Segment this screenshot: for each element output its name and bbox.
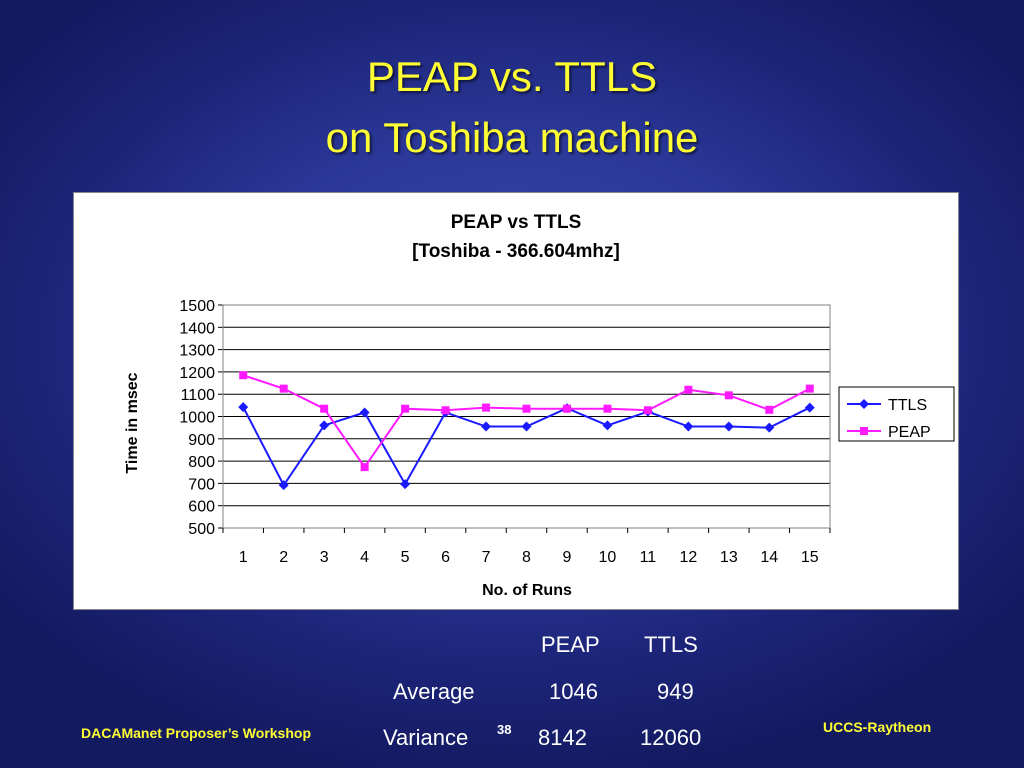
- data-point-ttls: [804, 402, 815, 413]
- data-point-peap: [522, 404, 531, 413]
- y-axis-label: Time in msec: [124, 372, 141, 473]
- x-tick-label: 14: [760, 549, 778, 566]
- y-tick-label: 1100: [181, 387, 216, 404]
- data-point-ttls: [319, 420, 330, 431]
- y-tick-label: 1400: [179, 320, 215, 337]
- data-point-peap: [603, 404, 612, 413]
- data-point-peap: [562, 404, 571, 413]
- line-chart: PEAP vs TTLS [Toshiba - 366.604mhz] No. …: [124, 212, 955, 599]
- chart-title: PEAP vs TTLS: [451, 212, 582, 233]
- y-tick-label: 700: [188, 476, 215, 493]
- x-tick-label: 6: [441, 549, 450, 566]
- x-tick-label: 5: [401, 549, 410, 566]
- data-point-peap: [441, 406, 450, 415]
- data-point-ttls: [278, 480, 289, 491]
- y-tick-label: 1300: [179, 343, 215, 360]
- series-line-peap: [242, 374, 811, 469]
- legend-marker-ttls: [859, 399, 869, 409]
- data-point-ttls: [764, 422, 775, 433]
- data-point-peap: [805, 384, 814, 393]
- page-number: 38: [497, 722, 512, 737]
- slide-subtitle: on Toshiba machine: [325, 114, 699, 161]
- data-point-peap: [401, 404, 410, 413]
- average-ttls-value: 949: [657, 679, 694, 704]
- y-tick-label: 900: [188, 432, 215, 449]
- data-point-peap: [482, 403, 491, 412]
- y-tick-label: 600: [188, 499, 215, 516]
- data-point-ttls: [683, 421, 694, 432]
- series-line-ttls: [242, 406, 811, 488]
- x-tick-label: 12: [679, 549, 697, 566]
- data-point-ttls: [400, 479, 411, 490]
- x-tick-label: 2: [279, 549, 288, 566]
- data-point-ttls: [602, 420, 613, 431]
- y-tick-label: 1000: [179, 410, 215, 427]
- stats-header-ttls: TTLS: [644, 632, 698, 657]
- x-tick-label: 15: [801, 549, 819, 566]
- x-tick-label: 3: [320, 549, 329, 566]
- data-point-ttls: [359, 407, 370, 418]
- data-point-peap: [279, 384, 288, 393]
- x-tick-label: 7: [482, 549, 491, 566]
- legend-label-ttls: TTLS: [888, 397, 927, 414]
- x-tick-label: 4: [360, 549, 369, 566]
- footer-left: DACAManet Proposer’s Workshop: [81, 725, 311, 741]
- x-tick-label: 9: [563, 549, 572, 566]
- data-point-peap: [724, 391, 733, 400]
- footer-right: UCCS-Raytheon: [823, 719, 932, 735]
- x-tick-label: 13: [720, 549, 738, 566]
- y-tick-label: 500: [188, 521, 215, 538]
- average-label: Average: [393, 679, 475, 704]
- chart-subtitle: [Toshiba - 366.604mhz]: [412, 241, 620, 262]
- data-point-ttls: [723, 421, 734, 432]
- x-tick-label: 10: [599, 549, 617, 566]
- data-point-peap: [239, 371, 248, 380]
- x-tick-label: 11: [640, 549, 657, 566]
- plot-area: [222, 304, 831, 529]
- data-point-peap: [643, 406, 652, 415]
- variance-ttls-value: 12060: [640, 725, 702, 750]
- data-point-peap: [765, 405, 774, 414]
- legend-label-peap: PEAP: [888, 424, 931, 441]
- data-point-peap: [320, 404, 329, 413]
- x-tick-label: 1: [239, 549, 248, 566]
- slide-title: PEAP vs. TTLS: [366, 53, 658, 100]
- average-peap-value: 1046: [549, 679, 598, 704]
- variance-label: Variance: [383, 725, 469, 750]
- y-tick-label: 1500: [179, 298, 215, 315]
- stats-header-peap: PEAP: [541, 632, 600, 657]
- data-point-peap: [684, 385, 693, 394]
- data-point-ttls: [481, 421, 492, 432]
- data-point-peap: [360, 463, 369, 472]
- y-tick-label: 800: [188, 454, 215, 471]
- legend-marker-peap: [860, 427, 868, 435]
- y-tick-label: 1200: [179, 365, 215, 382]
- data-point-ttls: [521, 421, 532, 432]
- legend: TTLS PEAP: [838, 386, 955, 442]
- x-tick-label: 8: [522, 549, 531, 566]
- variance-peap-value: 8142: [538, 725, 587, 750]
- data-point-ttls: [238, 402, 249, 413]
- x-axis-label: No. of Runs: [482, 582, 572, 599]
- chart-panel: PEAP vs TTLS [Toshiba - 366.604mhz] No. …: [73, 192, 959, 610]
